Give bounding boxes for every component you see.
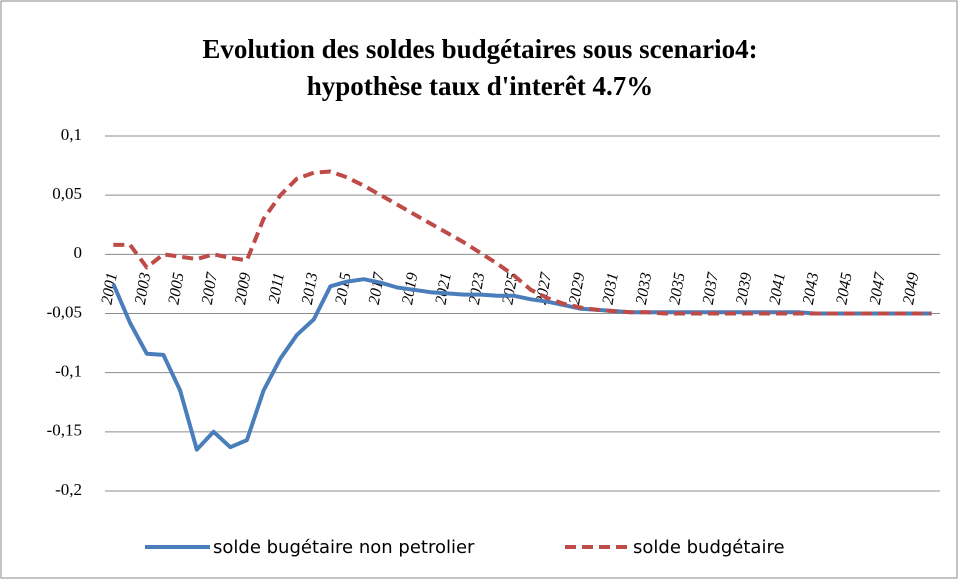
x-tick-label: 2041 — [767, 271, 789, 305]
x-tick-label: 2011 — [266, 271, 288, 304]
x-tick-label: 2031 — [600, 271, 622, 305]
x-tick-label: 2023 — [466, 271, 488, 305]
x-tick-label: 2037 — [700, 270, 722, 305]
x-tick-label: 2045 — [833, 271, 855, 305]
x-tick-label: 2039 — [733, 271, 755, 305]
y-tick-label: 0,05 — [52, 184, 82, 203]
y-tick-label: -0,05 — [47, 302, 82, 321]
y-tick-label: 0 — [74, 243, 83, 262]
x-tick-label: 2007 — [199, 270, 221, 305]
y-tick-label: -0,1 — [55, 362, 82, 381]
x-tick-label: 2043 — [800, 271, 822, 305]
x-tick-label: 2003 — [132, 271, 154, 305]
y-tick-label: -0,2 — [55, 480, 82, 499]
x-tick-label: 2005 — [165, 271, 187, 305]
legend-label: solde bugétaire non petrolier — [213, 537, 475, 558]
x-tick-label: 2033 — [633, 271, 655, 305]
x-tick-label: 2049 — [900, 271, 922, 305]
x-tick-label: 2001 — [99, 271, 121, 305]
legend-label: solde budgétaire — [633, 537, 785, 558]
x-tick-label: 2009 — [232, 271, 254, 305]
x-tick-label: 2021 — [433, 271, 455, 305]
series-line — [113, 169, 932, 316]
chart-title: Evolution des soldes budgétaires sous sc… — [202, 34, 757, 64]
x-tick-label: 2013 — [299, 271, 321, 305]
y-tick-label: 0,1 — [61, 125, 82, 144]
y-tick-label: -0,15 — [47, 421, 82, 440]
x-tick-label: 2047 — [867, 270, 889, 305]
chart-title: hypothèse taux d'interêt 4.7% — [307, 71, 654, 101]
x-tick-label: 2029 — [566, 271, 588, 305]
x-tick-label: 2035 — [666, 271, 688, 305]
